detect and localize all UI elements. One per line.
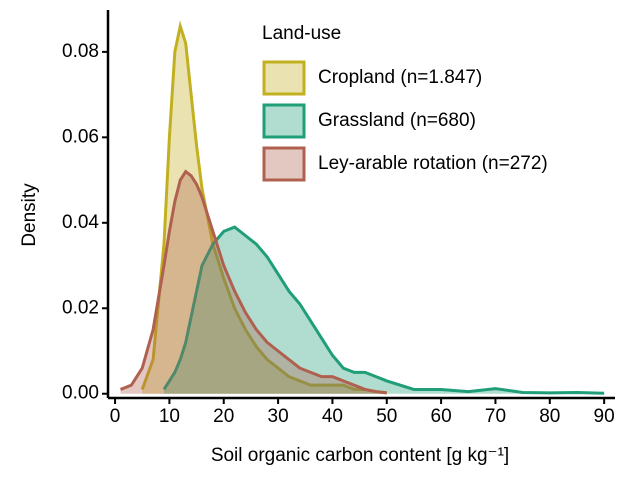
legend-key-bg (264, 105, 304, 137)
density-area (120, 171, 387, 394)
legend-label: Cropland (n=1.847) (318, 67, 482, 88)
density-line (162, 225, 605, 395)
x-tick-label: 80 (539, 406, 560, 427)
legend-key (262, 60, 306, 96)
legend-key (262, 146, 306, 182)
x-tick-label: 30 (268, 406, 289, 427)
legend-label: Grassland (n=680) (318, 110, 476, 131)
y-tick-label: 0.02 (62, 297, 99, 318)
legend-title: Land-use (262, 23, 341, 44)
density-line (140, 20, 387, 395)
x-tick-label: 20 (213, 406, 234, 427)
x-tick-label: 60 (431, 406, 452, 427)
x-tick-label: 50 (376, 406, 397, 427)
density-area (142, 26, 387, 394)
legend-key (262, 103, 306, 139)
x-tick-label: 90 (594, 406, 615, 427)
legend-key-bg (264, 148, 304, 180)
x-tick-label: 10 (159, 406, 180, 427)
y-tick-label: 0.00 (62, 383, 99, 404)
y-tick-label: 0.06 (62, 126, 99, 147)
x-tick-label: 40 (322, 406, 343, 427)
density-line (119, 169, 387, 395)
y-tick-label: 0.04 (62, 212, 99, 233)
legend-label: Ley-arable rotation (n=272) (318, 153, 548, 174)
y-axis-label: Density (19, 183, 40, 247)
x-tick-label: 0 (110, 406, 121, 427)
legend-key-bg (264, 62, 304, 94)
y-tick-label: 0.08 (62, 41, 99, 62)
x-axis-label: Soil organic carbon content [g kg⁻¹] (211, 445, 509, 466)
x-tick-label: 70 (485, 406, 506, 427)
